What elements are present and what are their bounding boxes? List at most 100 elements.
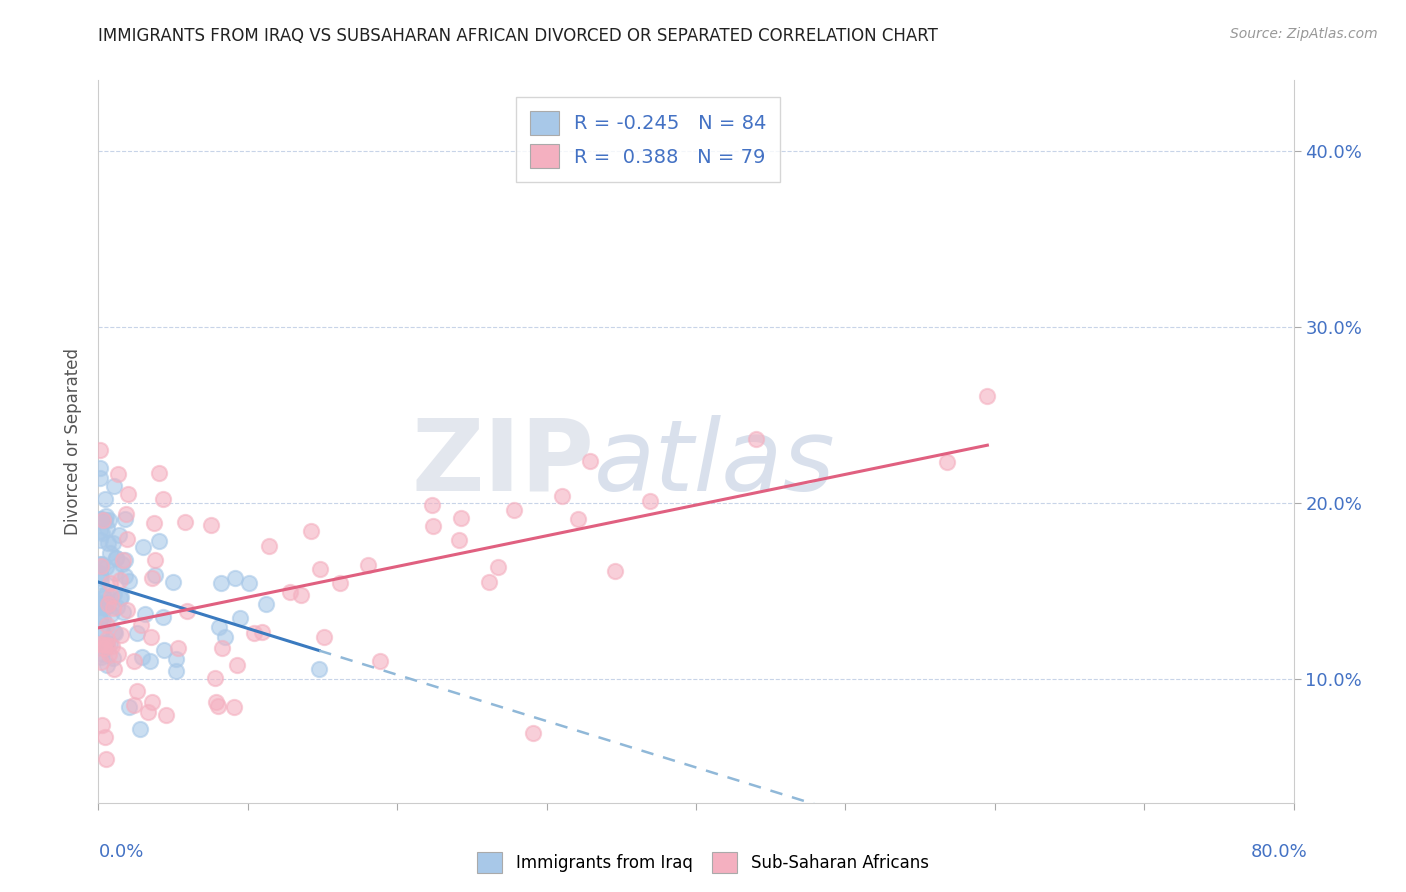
Point [104,625,127,640]
Text: 80.0%: 80.0% [1251,843,1308,861]
Point [110,591,132,606]
Point [129,722,152,736]
Point [117,487,139,501]
Point [103,662,125,676]
Point [93,589,115,603]
Point [173,515,195,529]
Point [105,551,128,566]
Point [243,626,266,640]
Point [94,599,117,614]
Point [131,649,153,664]
Point [93,638,115,652]
Point [136,705,159,719]
Point [111,605,134,619]
Point [90,574,112,588]
Point [132,540,155,554]
Text: atlas: atlas [595,415,837,512]
Point [478,575,501,590]
Point [103,624,125,639]
Point [209,576,232,591]
Point [91,596,114,610]
Point [91,513,114,527]
Point [254,597,277,611]
Point [118,574,141,588]
Point [238,575,260,590]
Point [90,650,112,665]
Point [250,625,273,640]
Point [89,443,111,458]
Point [976,389,998,403]
Point [110,591,132,605]
Point [447,533,470,547]
Point [96,638,118,652]
Point [579,454,602,468]
Point [142,516,165,530]
Point [143,552,166,566]
Point [97,535,120,549]
Point [90,622,112,636]
Point [502,502,524,516]
Point [139,654,162,668]
Point [89,461,111,475]
Y-axis label: Divorced or Separated: Divorced or Separated [65,348,83,535]
Text: Source: ZipAtlas.com: Source: ZipAtlas.com [1230,27,1378,41]
Point [153,642,176,657]
Point [368,653,391,667]
Point [329,576,352,591]
Point [308,562,330,576]
Point [103,536,125,550]
Point [165,652,187,666]
Point [204,671,226,685]
Point [96,520,118,534]
Point [312,630,335,644]
Point [94,559,117,574]
Point [207,699,229,714]
Point [222,699,245,714]
Point [104,566,127,581]
Point [308,662,330,676]
Point [139,630,162,644]
Point [208,620,231,634]
Point [110,573,132,587]
Point [152,492,174,507]
Point [290,588,312,602]
Point [97,597,120,611]
Point [744,433,766,447]
Point [551,489,574,503]
Point [89,637,111,651]
Point [89,613,111,627]
Point [214,631,236,645]
Point [89,612,111,626]
Point [122,654,145,668]
Point [103,587,125,601]
Point [94,513,117,527]
Point [89,598,111,612]
Point [114,569,136,583]
Text: ZIP: ZIP [412,415,595,512]
Point [114,553,136,567]
Legend: R = -0.245   N = 84, R =  0.388   N = 79: R = -0.245 N = 84, R = 0.388 N = 79 [516,97,780,182]
Point [98,637,121,651]
Point [299,524,322,538]
Point [108,528,131,542]
Point [148,533,170,548]
Point [422,518,444,533]
Point [91,599,114,613]
Point [127,625,149,640]
Point [152,610,174,624]
Point [115,603,138,617]
Point [111,558,134,572]
Point [90,512,112,526]
Point [110,628,132,642]
Point [143,568,166,582]
Point [603,564,626,578]
Point [104,551,127,566]
Point [176,604,198,618]
Point [91,623,114,637]
Point [278,585,301,599]
Point [96,618,118,632]
Point [93,591,115,605]
Point [94,508,117,523]
Point [357,558,380,573]
Point [90,526,112,541]
